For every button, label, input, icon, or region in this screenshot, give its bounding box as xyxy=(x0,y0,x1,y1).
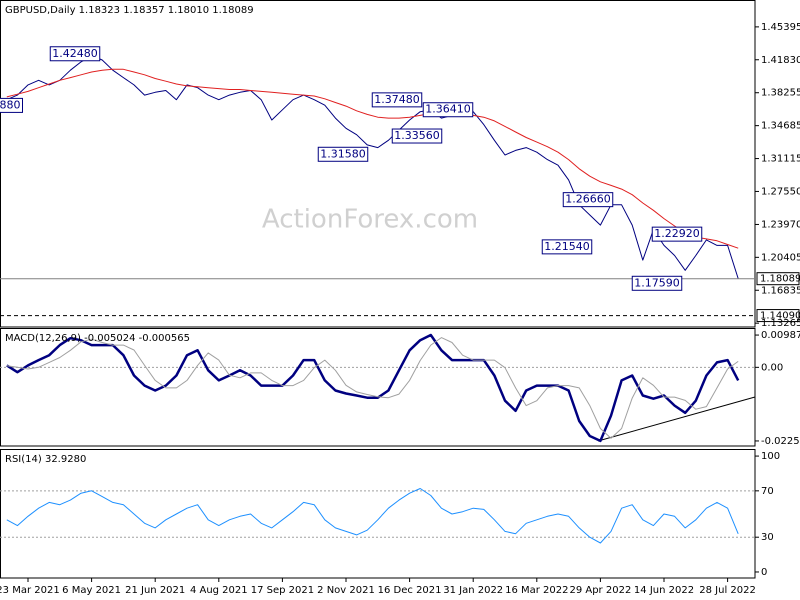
annotation-label: 1.17590 xyxy=(634,276,680,289)
annotation-label: 1.22920 xyxy=(654,227,700,240)
last-price-label: 1.18089 xyxy=(760,274,800,285)
x-tick-label: 28 Jul 2022 xyxy=(699,585,756,596)
annotation-box xyxy=(541,239,593,255)
annotation-box xyxy=(371,92,423,108)
rsi-pane xyxy=(0,449,756,579)
x-tick-label: 17 Sep 2021 xyxy=(251,585,314,596)
x-tick-label: 21 Jun 2021 xyxy=(125,585,185,596)
pane-title: RSI(14) 32.9280 xyxy=(5,454,86,465)
series-line xyxy=(6,488,739,544)
last-price-box xyxy=(756,272,800,286)
y-tick-label: 1.20405 xyxy=(761,252,800,263)
y-tick-label: 0.009872 xyxy=(761,330,800,341)
x-tick-label: 23 Mar 2021 xyxy=(0,585,60,596)
y-tick-label: 30 xyxy=(761,532,774,543)
level-label: 1.14090 xyxy=(760,311,800,322)
y-tick-label: -0.022516 xyxy=(761,436,800,447)
annotation-box xyxy=(631,275,683,291)
x-tick-label: 14 Jun 2022 xyxy=(634,585,694,596)
series-line xyxy=(6,333,740,443)
annotation-box xyxy=(422,102,474,118)
y-tick-label: 1.45395 xyxy=(761,22,800,33)
y-tick-label: 1.38255 xyxy=(761,88,800,99)
level-label-box xyxy=(756,309,800,323)
x-tick-label: 16 Mar 2022 xyxy=(505,585,568,596)
y-tick-label: 1.16835 xyxy=(761,285,800,296)
x-tick-label: 16 Dec 2021 xyxy=(378,585,442,596)
x-tick-label: 6 May 2021 xyxy=(62,585,121,596)
y-tick-label: 1.27550 xyxy=(761,186,800,197)
annotation-box xyxy=(651,226,703,242)
annotation-label: 880 xyxy=(0,98,21,111)
y-tick-label: 1.34685 xyxy=(761,121,800,132)
y-tick-label: 0 xyxy=(761,567,767,578)
y-tick-label: 100 xyxy=(761,451,780,462)
y-tick-label: 0.00 xyxy=(761,362,783,373)
y-tick-label: 1.41830 xyxy=(761,55,800,66)
annotation-box xyxy=(317,146,369,162)
annotation-label: 1.26660 xyxy=(565,193,611,206)
y-tick-label: 1.31115 xyxy=(761,154,800,165)
pane-content: ActionForex.com 1.42480 1.37480 1.36410 1.33… xyxy=(0,46,755,317)
macd-pane xyxy=(0,328,756,447)
annotation-box xyxy=(0,97,23,113)
annotation-label: 1.21540 xyxy=(544,240,590,253)
x-tick-label: 2 Nov 2021 xyxy=(317,585,375,596)
series-line xyxy=(6,337,739,439)
annotation-label: 1.36410 xyxy=(425,103,471,116)
y-tick-label: 1.23970 xyxy=(761,219,800,230)
x-tick-label: 4 Aug 2021 xyxy=(190,585,248,596)
pane-title: MACD(12,26,9) -0.005024 -0.000565 xyxy=(5,333,190,344)
annotation-box xyxy=(391,128,443,144)
annotation-label: 1.37480 xyxy=(374,93,420,106)
series-line xyxy=(6,54,739,279)
annotation-box xyxy=(562,192,614,208)
trend-line xyxy=(597,396,756,442)
x-tick-label: 29 Apr 2022 xyxy=(569,585,631,596)
annotation-label: 1.33560 xyxy=(394,129,440,142)
pane-content xyxy=(0,488,755,544)
watermark: ActionForex.com xyxy=(262,205,478,235)
series-line xyxy=(6,68,739,249)
pane-title: GBPUSD,Daily 1.18323 1.18357 1.18010 1.1… xyxy=(5,5,254,16)
annotation-label: 1.31580 xyxy=(320,147,366,160)
annotation-label: 1.42480 xyxy=(52,47,98,60)
y-tick-label: 70 xyxy=(761,486,774,497)
annotation-box xyxy=(49,46,101,62)
pane-content xyxy=(0,333,755,443)
y-tick-label: 1.13265 xyxy=(761,318,800,329)
price-pane xyxy=(0,0,756,328)
x-tick-label: 31 Jan 2022 xyxy=(443,585,503,596)
